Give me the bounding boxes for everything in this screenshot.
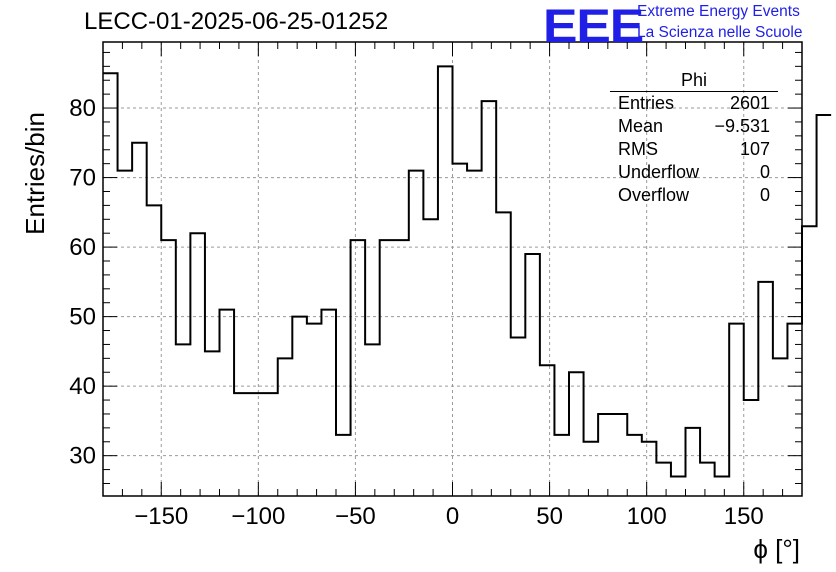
y-tick-label: 60 [69, 234, 96, 261]
stats-row-underflow: Underflow 0 [610, 161, 778, 184]
tick-labels: −150 −100 −50 0 50 100 150 30 40 50 60 70 80 [69, 95, 763, 530]
x-tick-label: 0 [446, 503, 459, 530]
chart-title: LECC-01-2025-06-25-01252 [84, 8, 389, 35]
histogram-step-line [103, 65, 832, 478]
stats-row-entries: Entries 2601 [610, 92, 778, 115]
stats-label: RMS [618, 139, 658, 159]
x-tick-label: −50 [335, 503, 376, 530]
stats-box: Phi Entries 2601 Mean −9.531 RMS 107 Und… [610, 70, 778, 207]
stats-row-overflow: Overflow 0 [610, 184, 778, 207]
stats-label: Underflow [618, 162, 700, 182]
stats-value: 107 [739, 139, 770, 159]
stats-row-rms: RMS 107 [610, 138, 778, 161]
y-axis-label: Entries/bin [20, 112, 50, 235]
y-tick-label: 80 [69, 95, 96, 122]
x-tick-label: 50 [536, 503, 563, 530]
y-tick-label: 30 [69, 443, 96, 470]
stats-value: 0 [759, 185, 770, 205]
x-tick-label: −150 [134, 503, 188, 530]
x-tick-label: 100 [627, 503, 667, 530]
eee-logo: EEE [543, 0, 644, 52]
stats-value: −9.531 [714, 116, 770, 136]
stats-value: 0 [759, 162, 770, 182]
axis-ticks [103, 42, 802, 496]
stats-row-mean: Mean −9.531 [610, 115, 778, 138]
stats-title: Phi [610, 70, 778, 92]
y-tick-label: 70 [69, 165, 96, 192]
logo-line-2: La Scienza nelle Scuole [637, 24, 803, 41]
logo-line-1: Extreme Energy Events [637, 3, 800, 20]
x-tick-label: 150 [724, 503, 764, 530]
stats-label: Entries [618, 93, 675, 113]
x-axis-label: ϕ [°] [753, 534, 800, 564]
y-tick-label: 40 [69, 373, 96, 400]
x-tick-label: −100 [231, 503, 285, 530]
stats-label: Overflow [618, 185, 690, 205]
plot-frame [102, 41, 803, 497]
y-tick-label: 50 [69, 304, 96, 331]
stats-label: Mean [618, 116, 664, 136]
stats-value: 2601 [729, 93, 770, 113]
